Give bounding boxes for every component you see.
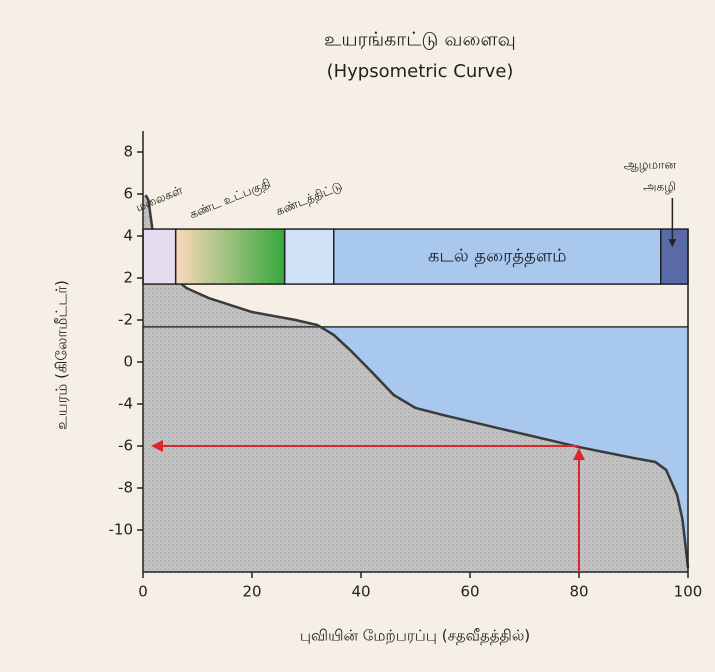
x-tick-label: 0 — [138, 583, 148, 601]
zone-label: கண்டத்திட்டு — [274, 179, 345, 218]
x-tick-label: 40 — [351, 583, 370, 601]
chart-title: உயரங்காட்டு வளைவு — [324, 29, 516, 51]
zone-label: கடல் தரைத்தளம் — [428, 246, 567, 268]
y-tick-label: -4 — [118, 395, 133, 413]
x-tick-label: 60 — [460, 583, 479, 601]
y-tick-label: 0 — [123, 353, 133, 371]
y-axis-label: உயரம் (கிலோமீட்டர்) — [53, 280, 71, 430]
x-tick-label: 80 — [569, 583, 588, 601]
y-tick-label: -8 — [118, 479, 133, 497]
x-tick-label: 100 — [674, 583, 703, 601]
zone — [143, 229, 176, 284]
y-tick-label: 2 — [123, 269, 133, 287]
zone-label: ஆழமான — [624, 158, 677, 172]
y-tick-label: 6 — [123, 185, 133, 203]
zone-label: கண்ட உட்பகுதி — [187, 176, 272, 221]
zone — [285, 229, 334, 284]
y-tick-label: -2 — [118, 311, 133, 329]
x-axis-label: புவியின் மேற்பரப்பு (சதவீதத்தில்) — [300, 627, 530, 645]
zone-label: மலைகள் — [134, 183, 185, 215]
y-tick-label: 4 — [123, 227, 133, 245]
zone — [661, 229, 688, 284]
zone — [176, 229, 285, 284]
zone-label: அகழி — [643, 180, 676, 194]
y-tick-label: -6 — [118, 437, 133, 455]
chart-subtitle: (Hypsometric Curve) — [327, 61, 514, 82]
y-tick-label: -10 — [109, 521, 134, 539]
chart: உயரங்காட்டு வளைவு (Hypsometric Curve) உய… — [0, 0, 715, 672]
x-tick-label: 20 — [242, 583, 261, 601]
y-tick-label: 8 — [123, 143, 133, 161]
